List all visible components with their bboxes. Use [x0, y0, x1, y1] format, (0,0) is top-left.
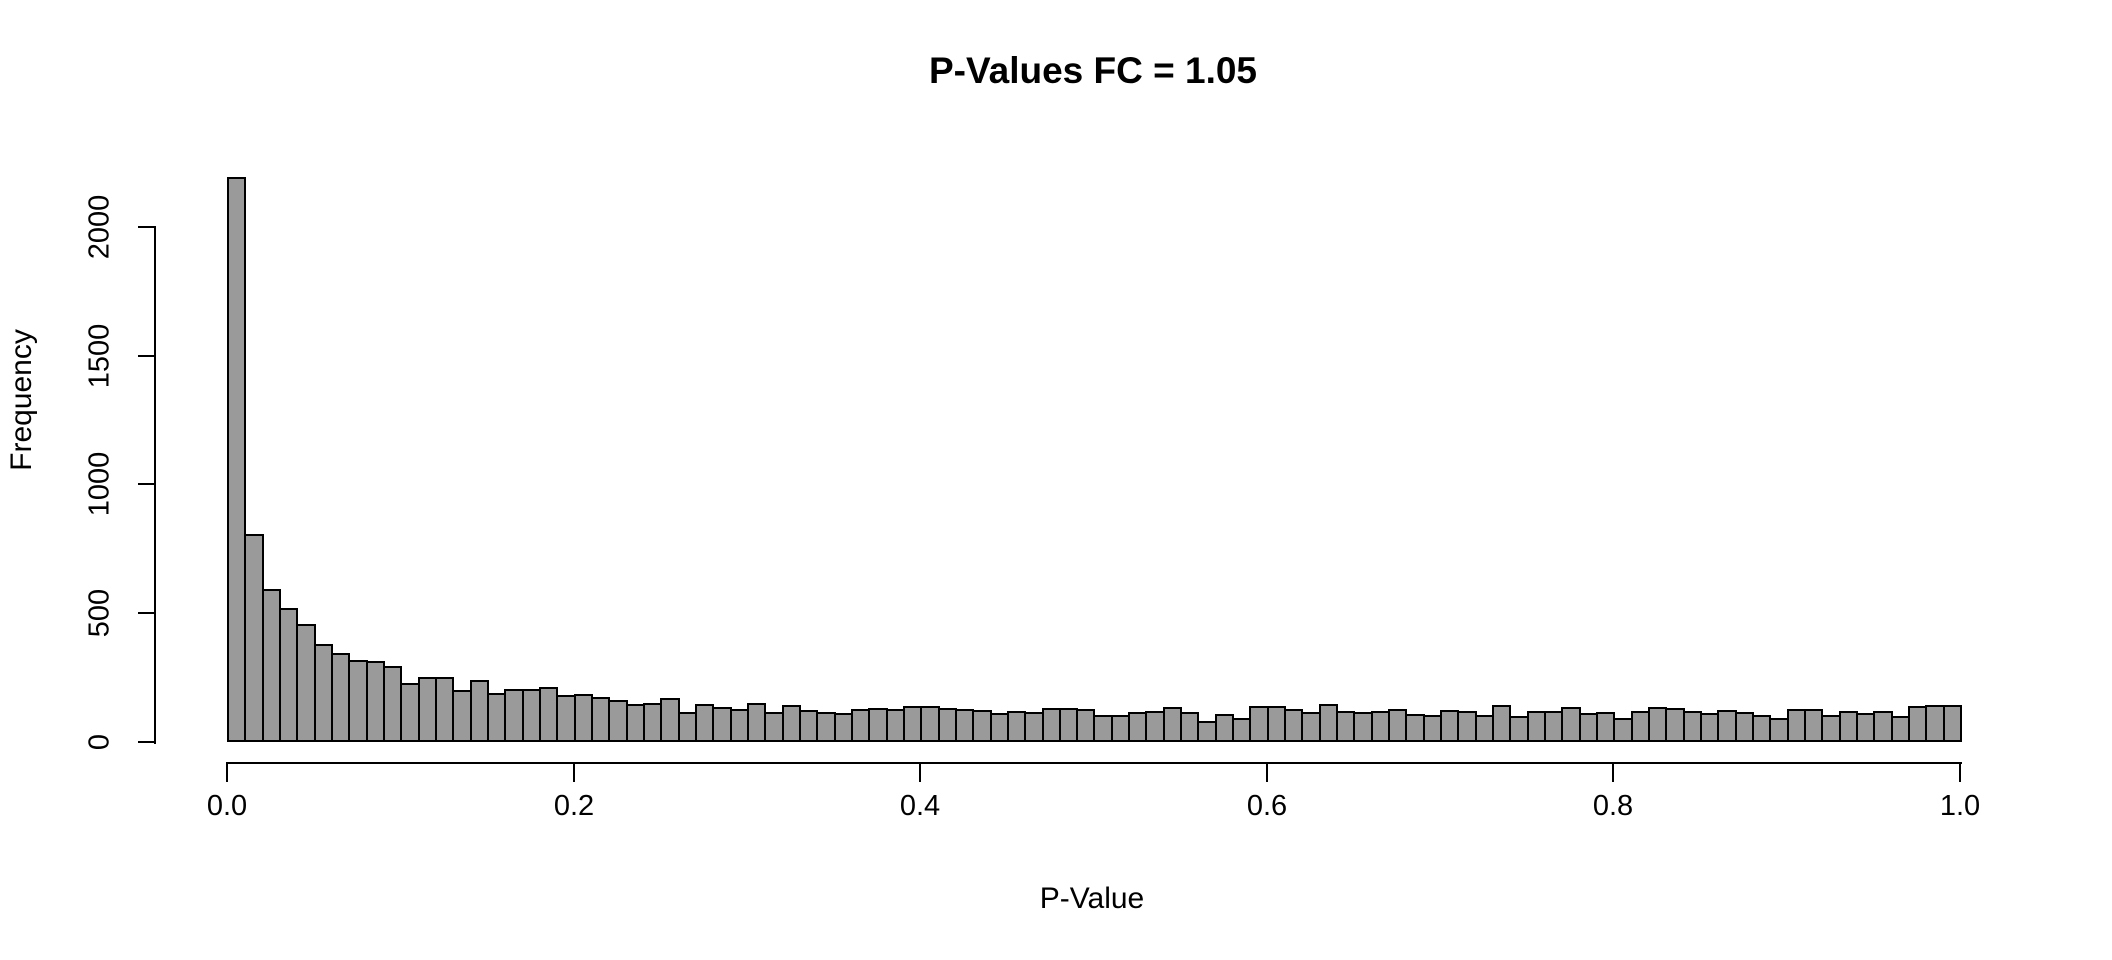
histogram-bar: [1301, 712, 1321, 742]
y-axis-tick-label: 500: [83, 588, 116, 638]
y-axis-tick: [138, 226, 155, 228]
y-axis-tick-label: 2000: [83, 194, 116, 260]
x-axis-tick: [919, 763, 921, 782]
chart-title: P-Values FC = 1.05: [928, 50, 1258, 91]
histogram-bar: [1197, 721, 1217, 742]
y-axis-tick-label: 1000: [83, 451, 116, 517]
histogram-bar: [1509, 716, 1529, 742]
histogram-bar: [660, 698, 680, 742]
y-axis-tick: [138, 483, 155, 485]
x-axis-tick: [573, 763, 575, 782]
histogram-bar: [1405, 714, 1425, 742]
histogram-bar: [1024, 712, 1044, 742]
x-axis-tick: [226, 763, 228, 782]
histogram-bar: [1717, 710, 1737, 742]
histogram-bar: [296, 624, 316, 742]
histogram-bar: [1093, 715, 1113, 742]
x-axis-tick-label: 0.0: [206, 790, 248, 822]
histogram-bar: [1353, 712, 1373, 742]
x-axis-tick-label: 0.2: [553, 790, 595, 822]
x-axis-line: [226, 762, 1962, 764]
histogram-bar: [244, 534, 264, 742]
x-axis-tick-label: 1.0: [1939, 790, 1981, 822]
x-axis-tick: [1266, 763, 1268, 782]
histogram-bar: [1873, 711, 1893, 742]
histogram-bar: [400, 683, 420, 742]
histogram-bar: [1457, 711, 1477, 742]
histogram-bar: [1943, 705, 1962, 742]
histogram-bar: [764, 712, 784, 742]
x-axis-title: P-Value: [1039, 882, 1145, 915]
histogram-bar: [227, 177, 246, 742]
histogram-bar: [868, 708, 888, 742]
y-axis-tick: [138, 741, 155, 743]
histogram-bar: [1821, 715, 1841, 742]
histogram-bar: [1613, 718, 1633, 742]
x-axis-tick: [1612, 763, 1614, 782]
y-axis-tick-label: 1500: [83, 323, 116, 389]
x-axis-tick-label: 0.6: [1246, 790, 1288, 822]
histogram-bar: [816, 712, 836, 742]
histogram-bar: [1769, 718, 1789, 742]
y-axis-tick-label: 0: [83, 733, 116, 751]
x-axis-tick-label: 0.8: [1592, 790, 1634, 822]
x-axis-tick: [1959, 763, 1961, 782]
histogram-bar: [1561, 707, 1581, 742]
histogram-bar: [1925, 705, 1945, 742]
y-axis-tick: [138, 612, 155, 614]
histogram-bar: [712, 707, 732, 742]
histogram-bar: [348, 660, 368, 742]
histogram-bar: [504, 689, 524, 742]
plot-area: [227, 0, 1962, 742]
x-axis-tick-label: 0.4: [899, 790, 941, 822]
histogram-bar: [972, 710, 992, 742]
histogram-bar: [920, 706, 940, 742]
histogram-bar: [556, 695, 576, 742]
histogram-bar: [1249, 706, 1269, 742]
histogram-bar: [1145, 711, 1165, 742]
histogram-bar: [1665, 708, 1685, 742]
y-axis-tick: [138, 355, 155, 357]
y-axis-line: [154, 226, 156, 744]
histogram-bar: [608, 700, 628, 742]
y-axis-title: Frequency: [5, 329, 38, 471]
histogram-bar: [452, 690, 472, 742]
